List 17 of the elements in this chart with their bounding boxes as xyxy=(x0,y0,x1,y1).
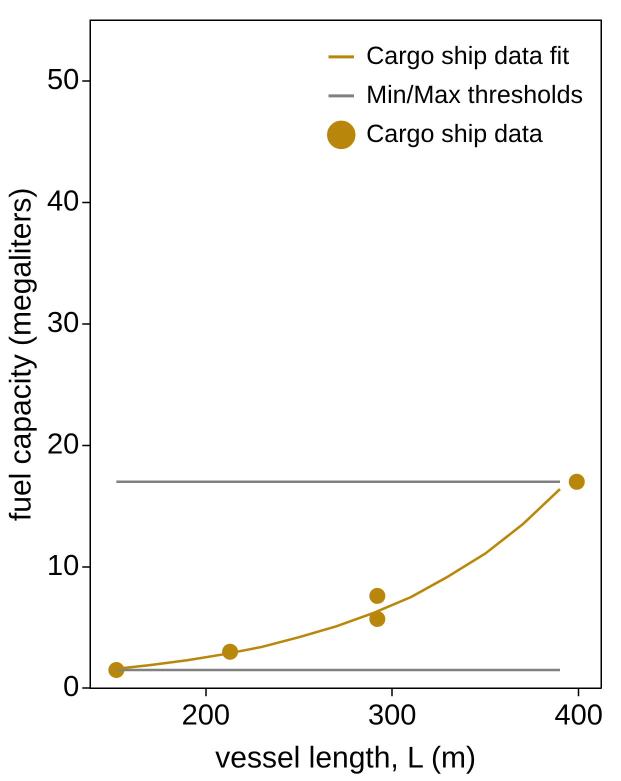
legend-label: Cargo ship data xyxy=(366,120,543,148)
x-axis-title: vessel length, L (m) xyxy=(215,741,476,774)
y-tick-label: 10 xyxy=(46,550,80,582)
legend-label: Min/Max thresholds xyxy=(366,80,583,109)
x-tick-label: 300 xyxy=(368,700,416,732)
y-tick-label: 0 xyxy=(63,671,80,704)
point xyxy=(369,588,386,604)
point xyxy=(568,474,585,490)
legend-label: Cargo ship data fit xyxy=(366,42,570,70)
y-tick-label: 50 xyxy=(46,64,80,96)
point xyxy=(369,610,386,627)
y-tick-label: 40 xyxy=(46,186,80,218)
x-tick-label: 400 xyxy=(554,700,603,732)
x-tick-label: 200 xyxy=(182,700,230,732)
y-tick-label: 20 xyxy=(46,428,80,460)
y-tick-label: 30 xyxy=(46,306,80,339)
y-axis-title: fuel capacity (megaliters) xyxy=(4,188,38,522)
